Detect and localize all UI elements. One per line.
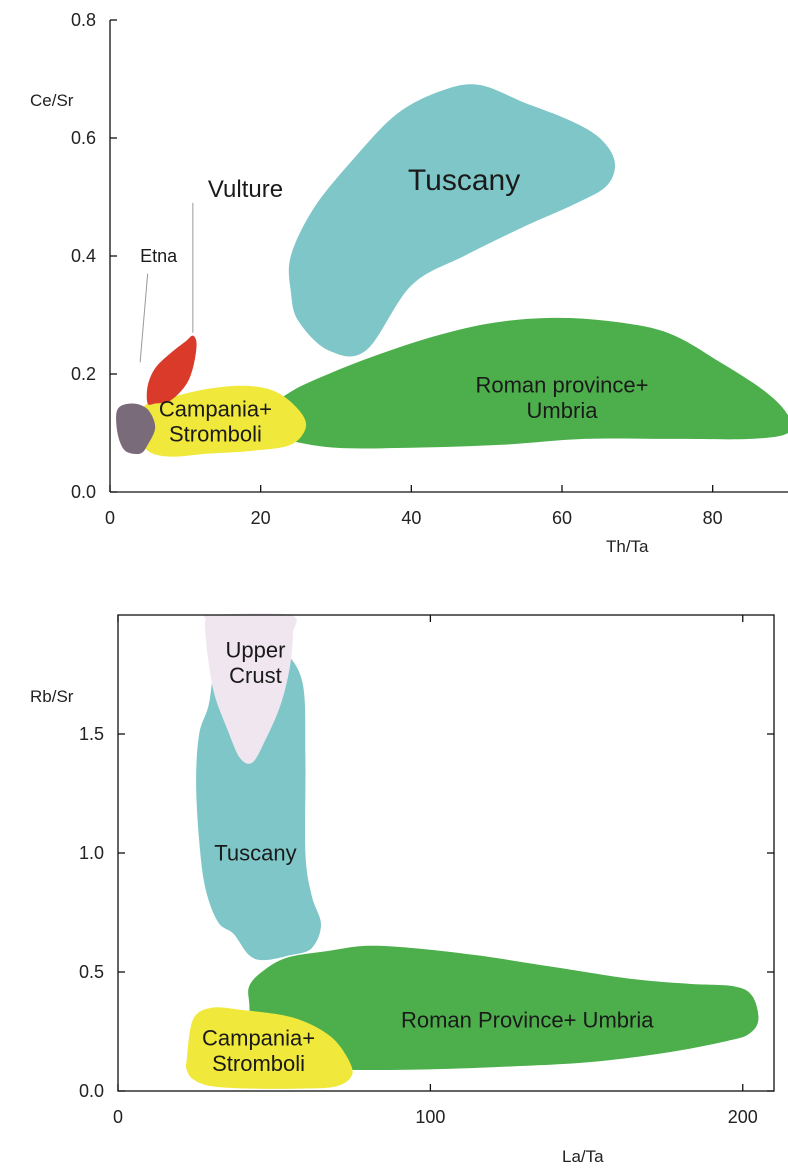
x-tick-label: 40 xyxy=(401,508,421,528)
region-label-tuscany2: Tuscany xyxy=(214,841,296,866)
y-tick-label: 0.8 xyxy=(71,10,96,30)
y-tick-label: 0.0 xyxy=(79,1081,104,1101)
region-label-roman2: Roman Province+ Umbria xyxy=(401,1007,654,1032)
region-roman xyxy=(257,317,788,449)
region-crust xyxy=(203,613,297,764)
y-axis-label: Ce/Sr xyxy=(30,91,74,110)
y-tick-label: 0.5 xyxy=(79,962,104,982)
region-label-campania2: Campania+ xyxy=(202,1026,315,1051)
y-tick-label: 0.0 xyxy=(71,482,96,502)
region-label-crust: Crust xyxy=(229,663,282,688)
region-campania xyxy=(139,385,307,457)
chart-ce-sr-vs-th-ta: 0 20 40 60 80 0.0 0.2 0.4 0.6 0.8 Ce/Sr Th/Ta Tuscan… xyxy=(30,10,788,556)
x-tick-label: 0 xyxy=(105,508,115,528)
region-tuscany xyxy=(288,84,616,357)
x-tick-label: 60 xyxy=(552,508,572,528)
region-label-campania2: Stromboli xyxy=(212,1051,305,1076)
annotation-etna: Etna xyxy=(140,246,178,266)
y-tick-label: 1.5 xyxy=(79,724,104,744)
region-vulture xyxy=(146,335,197,405)
x-tick-label: 80 xyxy=(703,508,723,528)
x-axis-label: Th/Ta xyxy=(606,537,649,556)
x-tick-label: 100 xyxy=(415,1107,445,1127)
x-axis-label: La/Ta xyxy=(562,1147,604,1166)
annotation-vulture: Vulture xyxy=(208,176,283,203)
region-campania2 xyxy=(185,1007,353,1089)
x-tick-label: 0 xyxy=(113,1107,123,1127)
y-tick-label: 1.0 xyxy=(79,843,104,863)
y-axis-label: Rb/Sr xyxy=(30,687,74,706)
region-label-roman: Roman province+ xyxy=(475,373,648,398)
x-tick-label: 200 xyxy=(728,1107,758,1127)
region-label-roman: Umbria xyxy=(527,398,599,423)
y-tick-label: 0.2 xyxy=(71,364,96,384)
y-tick-label: 0.6 xyxy=(71,128,96,148)
region-label-tuscany: Tuscany xyxy=(408,164,520,197)
region-roman2 xyxy=(248,945,759,1071)
region-label-crust: Upper xyxy=(225,638,285,663)
region-label-campania: Stromboli xyxy=(169,422,262,447)
region-label-campania: Campania+ xyxy=(159,396,272,421)
y-tick-label: 0.4 xyxy=(71,246,96,266)
annotation-leader-etna xyxy=(139,273,149,363)
chart-rb-sr-vs-la-ta: 0 100 200 0.0 0.5 1.0 1.5 Rb/Sr La/Ta Tuscany Uppe… xyxy=(30,613,775,1166)
region-etna xyxy=(116,403,156,455)
x-tick-label: 20 xyxy=(251,508,271,528)
